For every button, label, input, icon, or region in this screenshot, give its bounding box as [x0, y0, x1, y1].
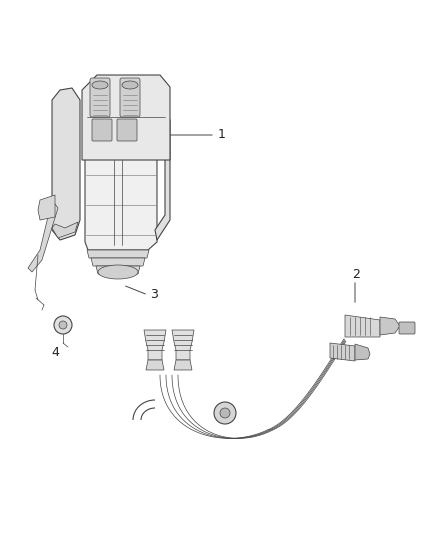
Polygon shape [174, 360, 192, 370]
Polygon shape [52, 222, 78, 238]
Text: 2: 2 [352, 269, 360, 281]
Polygon shape [355, 344, 370, 360]
Polygon shape [91, 258, 145, 266]
Polygon shape [345, 315, 380, 337]
Polygon shape [28, 200, 58, 272]
Polygon shape [152, 100, 170, 240]
Circle shape [54, 316, 72, 334]
Polygon shape [87, 250, 149, 258]
Ellipse shape [98, 265, 138, 279]
Polygon shape [144, 330, 166, 360]
Polygon shape [146, 360, 164, 370]
Circle shape [220, 408, 230, 418]
Polygon shape [380, 317, 400, 335]
FancyBboxPatch shape [90, 78, 110, 117]
Ellipse shape [122, 81, 138, 89]
Polygon shape [85, 155, 157, 250]
Polygon shape [38, 195, 55, 220]
FancyBboxPatch shape [120, 78, 140, 117]
FancyBboxPatch shape [399, 322, 415, 334]
Text: 4: 4 [51, 346, 59, 359]
FancyBboxPatch shape [92, 119, 112, 141]
Polygon shape [82, 75, 170, 160]
Text: 3: 3 [150, 288, 158, 302]
Text: 1: 1 [218, 128, 226, 141]
Polygon shape [96, 266, 140, 274]
Circle shape [214, 402, 236, 424]
Polygon shape [52, 88, 80, 240]
Polygon shape [330, 343, 355, 361]
FancyBboxPatch shape [117, 119, 137, 141]
Ellipse shape [92, 81, 108, 89]
Polygon shape [172, 330, 194, 360]
Circle shape [59, 321, 67, 329]
